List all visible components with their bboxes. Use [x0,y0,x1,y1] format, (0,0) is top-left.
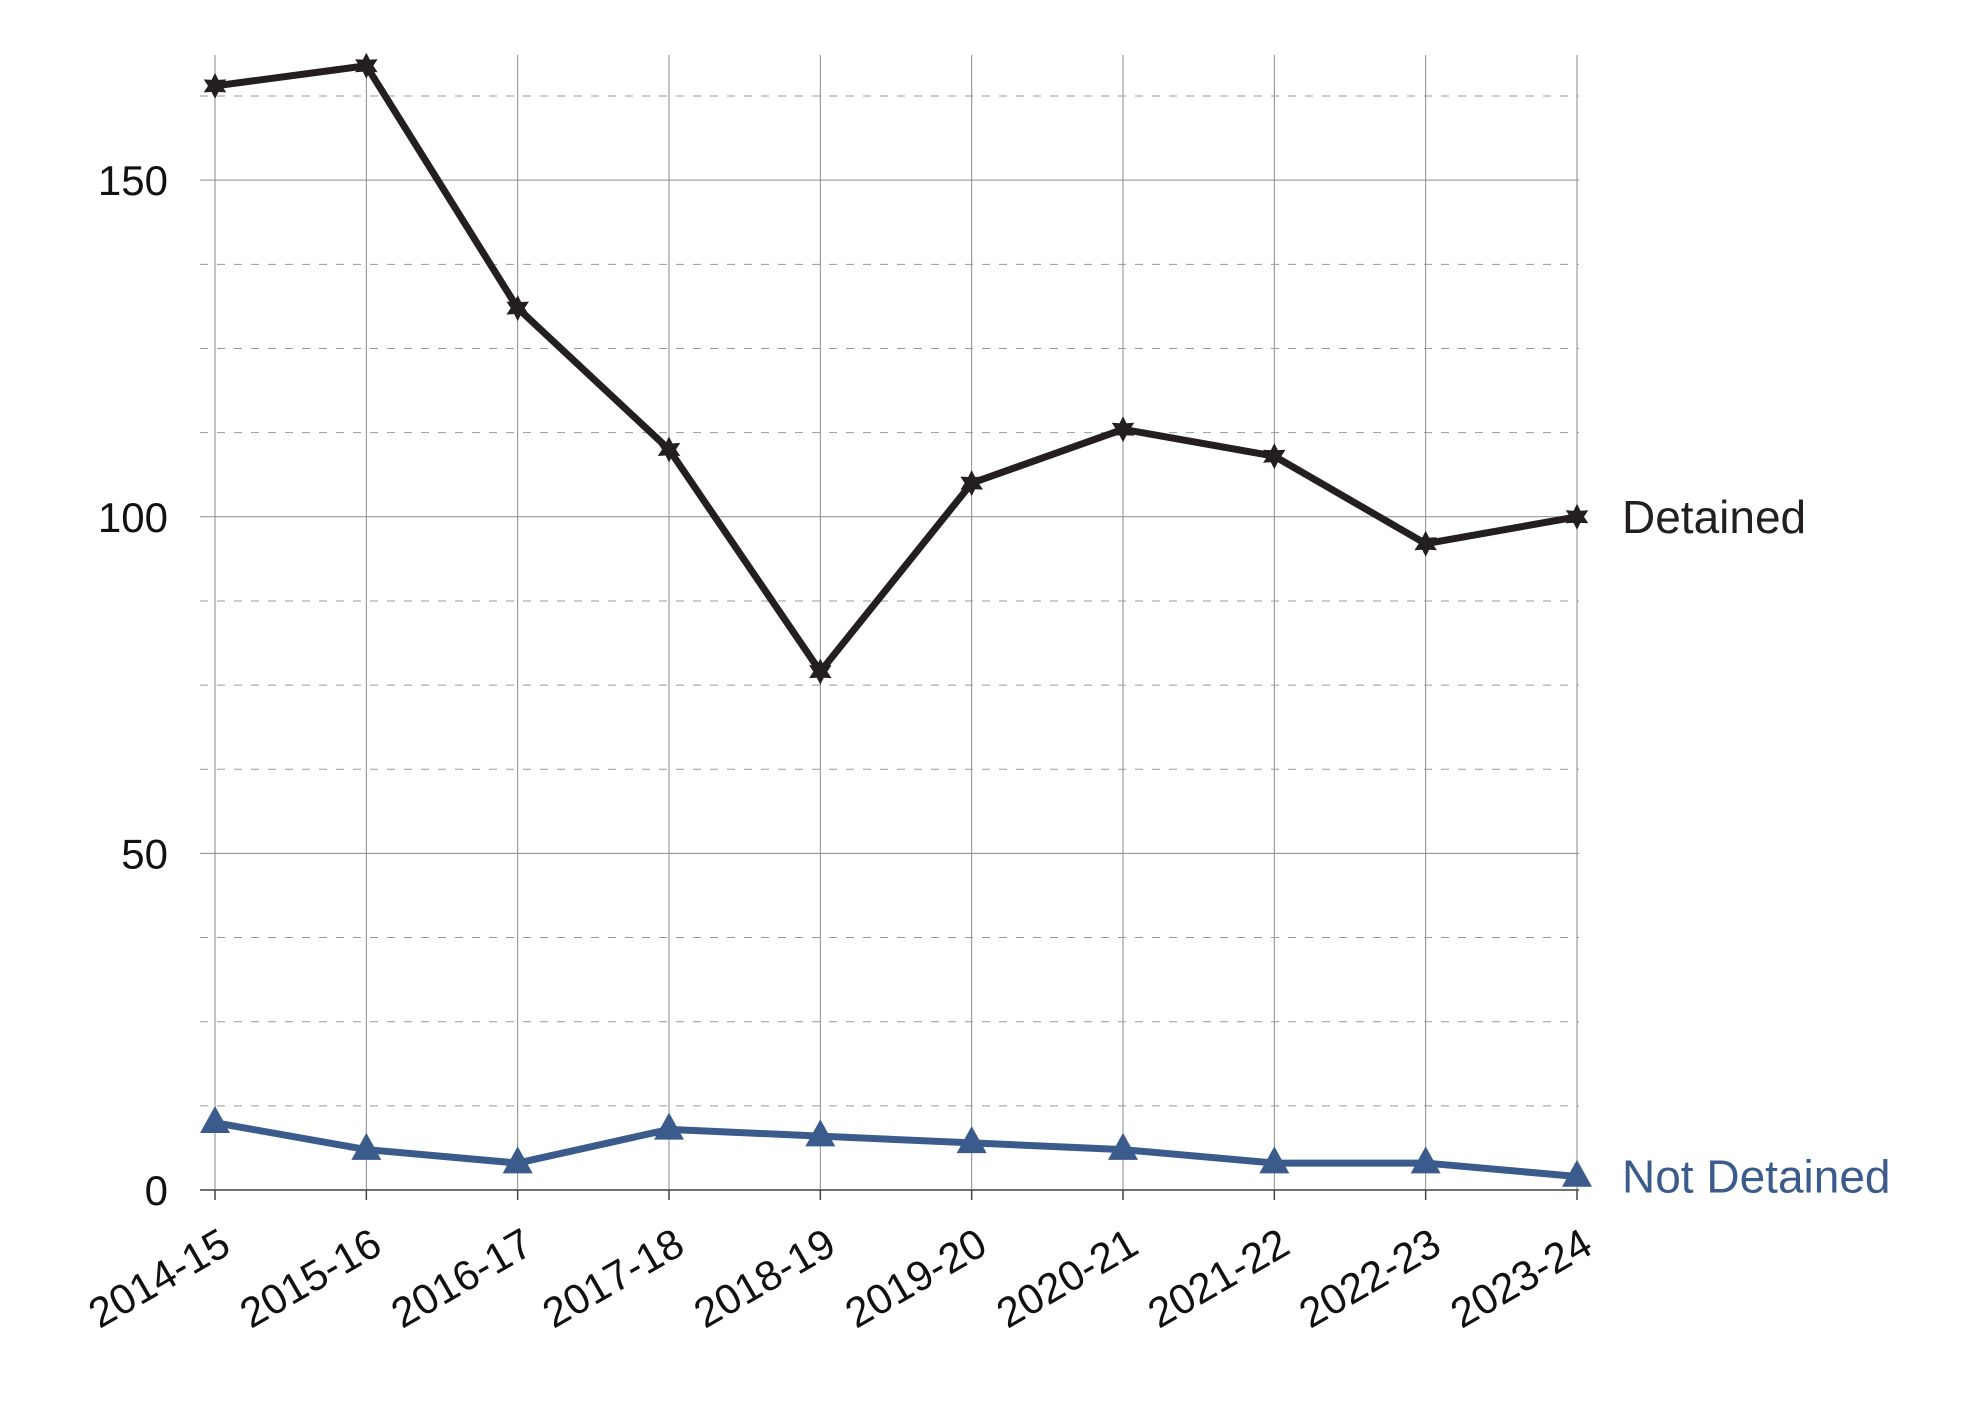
data-point [203,72,227,99]
data-point [351,1132,382,1160]
data-point [1259,1146,1290,1174]
series-line [211,1119,1581,1181]
x-tick-label: 2017-18 [535,1219,692,1337]
y-tick-label: 0 [145,1167,168,1214]
data-point [1263,443,1286,470]
series-label: Not Detained [1622,1151,1891,1203]
x-tick-label: 2019-20 [837,1219,994,1337]
data-point [502,1146,533,1174]
data-point [1565,503,1589,530]
y-axis: 0 50 100 150 [98,157,168,1214]
x-tick-label: 2021-22 [1140,1219,1297,1337]
data-point [657,436,681,463]
x-tick-label: 2022-23 [1291,1219,1448,1337]
x-tick-label: 2020-21 [989,1219,1146,1337]
data-point [1562,1159,1592,1187]
data-point [805,1119,836,1147]
data-point [809,658,832,685]
data-point [506,295,529,322]
x-tick-label: 2015-16 [232,1219,389,1337]
x-tick-label: 2016-17 [383,1219,540,1337]
y-tick-label: 50 [121,830,168,877]
grid [200,55,1579,1190]
data-point [960,470,983,497]
x-axis: 2014-152015-162016-172017-182018-192019-… [81,1189,1600,1337]
series-0 [203,52,1589,685]
x-tick-label: 2023-24 [1443,1219,1600,1337]
x-tick-label: 2014-15 [81,1219,238,1337]
data-point [200,1105,230,1133]
series-label-layer: Detained Not Detained [1622,491,1891,1203]
x-tick-label: 2018-19 [686,1219,843,1337]
data-point [1414,530,1437,557]
data-point [654,1112,684,1140]
series-label: Detained [1622,491,1806,543]
series-1 [200,1105,1592,1187]
data-point [355,52,378,79]
data-point [956,1126,987,1154]
data-point [1410,1146,1441,1174]
y-tick-label: 150 [98,157,168,204]
y-tick-label: 100 [98,494,168,541]
data-point [1111,416,1135,443]
series-line [211,62,1581,676]
data-point [1108,1132,1138,1160]
series-layer [200,52,1592,1187]
